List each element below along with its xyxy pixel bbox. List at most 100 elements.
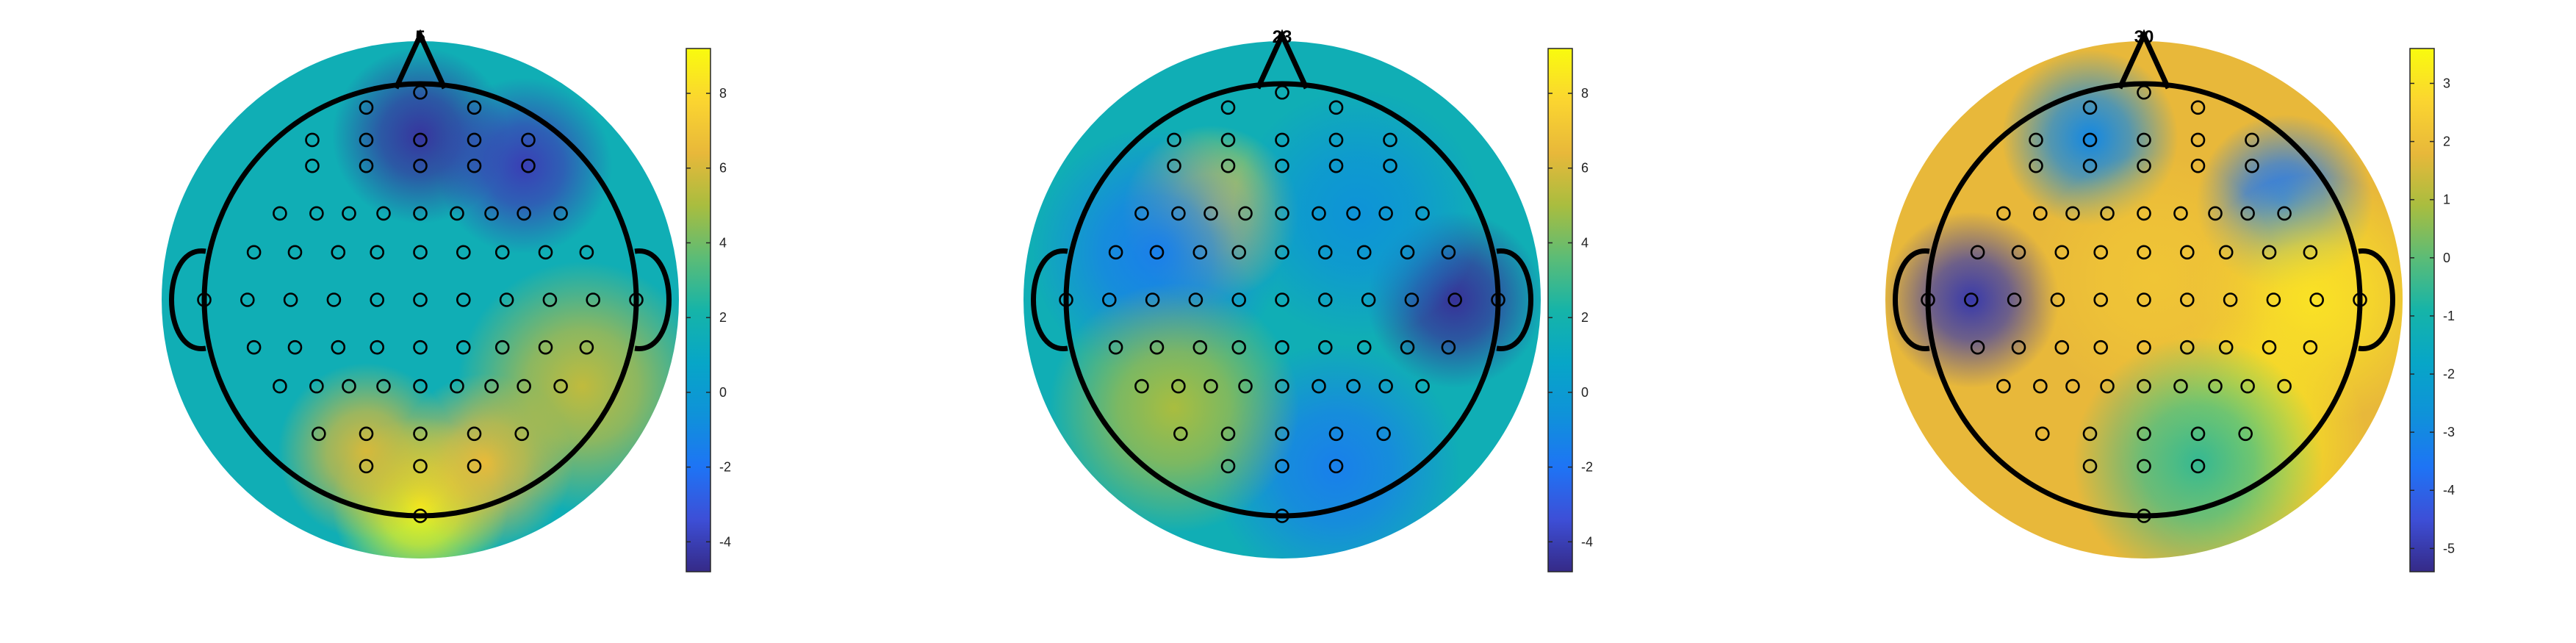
electrode-marker — [2173, 206, 2188, 221]
colorbar-tick-label: 0 — [719, 385, 727, 400]
electrode-marker — [370, 292, 385, 307]
topoplot-panel: -4 -2 0 2 4 6 8 5 — [162, 27, 731, 572]
electrode-marker — [1356, 340, 1372, 355]
electrode-marker — [1173, 426, 1188, 442]
colorbar — [686, 48, 711, 572]
electrode-marker — [2137, 509, 2151, 523]
electrode-marker — [517, 378, 531, 394]
electrode-marker — [1328, 158, 1344, 173]
electrode-marker — [2137, 426, 2151, 442]
map-feature-posterior-local-minimum — [2073, 337, 2323, 558]
colorbar-tick-label: 6 — [719, 161, 727, 176]
electrode-marker — [1192, 340, 1208, 355]
electrode-marker — [1415, 206, 1430, 221]
electrode-marker — [1383, 132, 1397, 148]
electrode-marker — [1404, 292, 1420, 307]
electrode-marker — [413, 206, 428, 221]
colorbar-tick-label: 8 — [1581, 86, 1589, 101]
electrode-marker — [1204, 378, 1218, 394]
electrode-marker — [2262, 245, 2277, 260]
electrode-marker — [1328, 426, 1344, 442]
electrode-marker — [1108, 340, 1123, 355]
electrode-marker — [456, 340, 471, 355]
electrode-marker — [2082, 132, 2098, 148]
electrode-marker — [2190, 132, 2206, 148]
electrode-marker — [579, 245, 594, 260]
electrode-marker — [2029, 158, 2043, 173]
electrode-marker — [1447, 292, 1462, 307]
electrode-marker — [1328, 459, 1344, 474]
electrode-marker — [2190, 100, 2206, 115]
electrode-marker — [2035, 426, 2050, 442]
colorbar-tick-label: 0 — [1581, 385, 1589, 400]
electrode-marker — [359, 158, 374, 173]
electrode-marker — [413, 509, 428, 523]
electrode-marker — [2093, 340, 2108, 355]
electrode-marker — [1188, 292, 1204, 307]
electrode-marker — [342, 378, 356, 394]
map-feature-left-posterior-maximum — [1049, 283, 1299, 533]
colorbar-tick-label: 6 — [1581, 161, 1589, 176]
electrode-marker — [246, 245, 262, 260]
electrode-marker — [2303, 340, 2318, 355]
electrode-marker — [1378, 378, 1393, 394]
electrode-marker — [331, 340, 346, 355]
electrode-marker — [1275, 158, 1289, 173]
electrode-marker — [1328, 100, 1344, 115]
electrode-marker — [359, 100, 374, 115]
electrode-marker — [2100, 206, 2115, 221]
electrode-marker — [1275, 459, 1289, 474]
electrode-marker — [2054, 340, 2070, 355]
electrode-marker — [467, 100, 482, 115]
electrode-marker — [2054, 245, 2070, 260]
electrode-marker — [2238, 426, 2253, 442]
electrode-marker — [2137, 340, 2151, 355]
colorbar-tick-label: -2 — [1581, 460, 1593, 475]
electrode-marker — [1996, 206, 2011, 221]
electrode-marker — [2137, 85, 2151, 100]
electrode-marker — [413, 459, 428, 474]
electrode-marker — [309, 378, 324, 394]
electrode-marker — [494, 340, 510, 355]
electrode-marker — [1275, 426, 1289, 442]
electrode-marker — [1275, 206, 1289, 221]
nose-outline — [2117, 29, 2171, 90]
colorbar-tick-label: -2 — [719, 460, 731, 475]
electrode-marker — [1192, 245, 1208, 260]
electrode-marker — [2082, 459, 2098, 474]
electrode-marker — [1441, 245, 1456, 260]
electrode-marker — [1220, 158, 1236, 173]
electrode-marker — [2245, 158, 2259, 173]
map-feature-occipital-left — [278, 362, 455, 539]
electrode-marker — [1400, 245, 1415, 260]
electrode-marker — [467, 426, 482, 442]
colorbar-tick-label: -4 — [2443, 483, 2455, 497]
electrode-marker — [1171, 206, 1186, 221]
electrode-marker — [413, 245, 428, 260]
electrode-marker — [1275, 132, 1289, 148]
electrode-marker — [2223, 292, 2238, 307]
colorbar-tick-label: -1 — [2443, 309, 2455, 323]
electrode-marker — [2245, 132, 2259, 148]
right-ear-outline — [2358, 248, 2395, 351]
electrode-marker — [305, 132, 320, 148]
electrode-marker — [2262, 340, 2277, 355]
electrode-marker — [450, 378, 464, 394]
electrode-marker — [413, 426, 428, 442]
electrode-marker — [1346, 378, 1361, 394]
electrode-marker — [521, 132, 536, 148]
electrode-marker — [2218, 245, 2234, 260]
electrode-marker — [538, 340, 553, 355]
electrode-marker — [1400, 340, 1415, 355]
head-outline — [1925, 81, 2363, 519]
plot-title: 23 — [1273, 27, 1292, 47]
electrode-marker — [1171, 378, 1186, 394]
electrode-marker — [331, 245, 346, 260]
electrode-marker — [240, 292, 255, 307]
electrode-marker — [2082, 158, 2098, 173]
electrode-marker — [1318, 245, 1333, 260]
electrode-marker — [1149, 245, 1165, 260]
electrode-marker — [370, 340, 385, 355]
electrode-marker — [553, 378, 568, 394]
electrode-marker — [1220, 132, 1236, 148]
